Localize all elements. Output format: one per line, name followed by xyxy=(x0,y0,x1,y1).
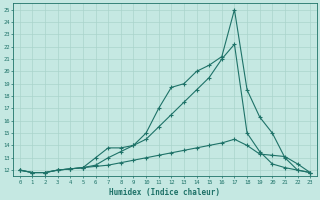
X-axis label: Humidex (Indice chaleur): Humidex (Indice chaleur) xyxy=(109,188,220,197)
